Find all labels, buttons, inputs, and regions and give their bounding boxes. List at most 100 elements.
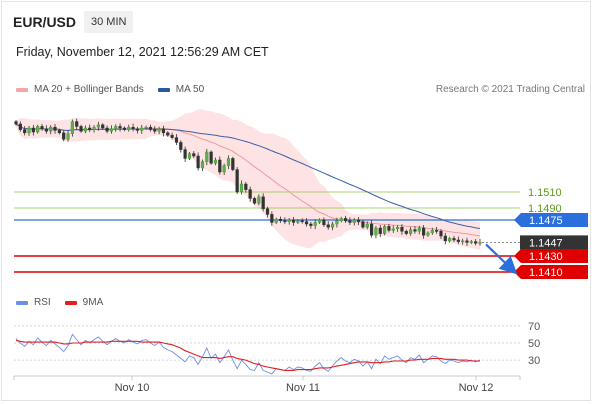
- candle-body-64: [291, 219, 296, 223]
- candle-body-54: [248, 189, 252, 199]
- candle-body-45: [209, 151, 213, 164]
- candle-body-32: [153, 129, 157, 132]
- candle-body-72: [326, 224, 330, 228]
- candle-body-107: [478, 242, 482, 244]
- candle-body-52: [239, 183, 244, 193]
- candle-body-60: [274, 218, 278, 223]
- candle-body-68: [309, 223, 313, 226]
- candle-body-25: [122, 127, 127, 130]
- candle-body-2: [23, 129, 27, 134]
- candle-body-8: [49, 126, 53, 132]
- candle-body-34: [161, 128, 166, 134]
- rsi-tick-label-2: 30: [528, 355, 540, 367]
- candle-body-93: [417, 227, 421, 232]
- candle-body-12: [66, 133, 70, 140]
- candle-body-35: [166, 132, 170, 136]
- candle-body-86: [387, 226, 391, 231]
- candle-body-85: [383, 226, 387, 234]
- candle-body-87: [391, 228, 395, 231]
- candle-body-43: [200, 161, 205, 169]
- candle-body-71: [322, 219, 326, 226]
- x-tick-label-0: Nov 10: [115, 382, 150, 394]
- rsi-tick-label-1: 50: [528, 338, 540, 350]
- rsi-series-rsi: [15, 333, 481, 375]
- candle-body-22: [109, 128, 113, 132]
- candle-body-88: [396, 226, 400, 230]
- candle-body-91: [409, 229, 413, 234]
- candle-body-75: [339, 218, 343, 222]
- candle-body-57: [261, 196, 265, 210]
- level-label-1: 1.1490: [528, 203, 562, 215]
- candle-body-1: [18, 123, 22, 130]
- candle-body-53: [244, 183, 248, 190]
- candle-body-27: [131, 126, 135, 130]
- candle-body-97: [435, 230, 439, 232]
- candle-body-51: [235, 169, 239, 193]
- candle-body-96: [430, 230, 434, 234]
- timeframe-badge[interactable]: 30 MIN: [84, 11, 134, 33]
- candle-body-62: [283, 220, 287, 223]
- candle-body-92: [413, 229, 417, 232]
- candle-body-38: [179, 142, 183, 150]
- level-label-0: 1.1510: [528, 187, 562, 199]
- candle-body-74: [335, 220, 339, 225]
- candle-body-16: [83, 127, 87, 132]
- candle-body-40: [187, 153, 192, 159]
- candle-body-14: [75, 121, 79, 127]
- candle-body-9: [53, 126, 57, 131]
- candle-body-103: [461, 240, 465, 243]
- candle-body-3: [27, 127, 31, 134]
- legend-label-ma20: MA 20 + Bollinger Bands: [34, 84, 144, 95]
- candle-body-19: [96, 124, 100, 128]
- level-label-5: 1.1410: [529, 267, 563, 279]
- candle-body-36: [170, 134, 174, 138]
- candle-body-39: [183, 149, 187, 159]
- candle-body-79: [356, 219, 361, 222]
- candle-body-5: [36, 126, 40, 133]
- candle-body-13: [70, 121, 74, 134]
- level-badge-4: [514, 249, 588, 263]
- chart-header: EUR/USD 30 MIN: [0, 0, 594, 36]
- candle-body-50: [231, 158, 235, 170]
- candle-body-59: [270, 214, 274, 223]
- candle-body-31: [148, 126, 153, 130]
- last-price-label: 1.1447: [529, 237, 563, 249]
- candle-body-4: [31, 127, 35, 133]
- legend-label-9ma: 9MA: [82, 297, 104, 308]
- candle-body-20: [101, 124, 105, 129]
- legend-item-ma20: MA 20 + Bollinger Bands: [16, 84, 144, 95]
- symbol-title: EUR/USD: [13, 14, 77, 30]
- level-badge-2: [514, 213, 588, 227]
- candle-body-17: [88, 127, 92, 130]
- level-badge-5: [514, 265, 588, 279]
- candle-body-90: [404, 230, 408, 234]
- legend-label-rsi: RSI: [34, 297, 51, 308]
- projection-arrow: [485, 243, 518, 275]
- candle-body-82: [369, 223, 374, 236]
- candle-body-10: [57, 130, 61, 134]
- legend-swatch-rsi: [16, 300, 28, 305]
- candle-body-26: [127, 126, 131, 130]
- legend-item-ma50: MA 50: [157, 84, 205, 95]
- candle-body-94: [422, 227, 426, 236]
- candle-body-6: [40, 126, 44, 130]
- candle-body-0: [14, 121, 18, 125]
- candle-body-41: [192, 153, 196, 157]
- candle-body-21: [105, 127, 109, 132]
- candle-body-106: [474, 241, 478, 244]
- candle-body-56: [257, 196, 261, 204]
- candle-body-67: [304, 221, 309, 225]
- legend-swatch-9ma: [64, 300, 77, 305]
- last-price-badge: [520, 235, 588, 250]
- candle-body-63: [287, 219, 291, 222]
- candle-body-84: [378, 227, 382, 234]
- legend-item-rsi: RSI: [16, 297, 51, 308]
- candle-body-80: [361, 221, 365, 228]
- candle-body-23: [114, 126, 118, 130]
- candle-body-30: [144, 126, 148, 129]
- candle-body-69: [313, 222, 317, 226]
- credit-text: Research © 2021 Trading Central: [435, 84, 585, 95]
- candle-body-101: [452, 238, 456, 241]
- candle-body-102: [456, 239, 460, 242]
- legend-label-ma50: MA 50: [175, 84, 205, 95]
